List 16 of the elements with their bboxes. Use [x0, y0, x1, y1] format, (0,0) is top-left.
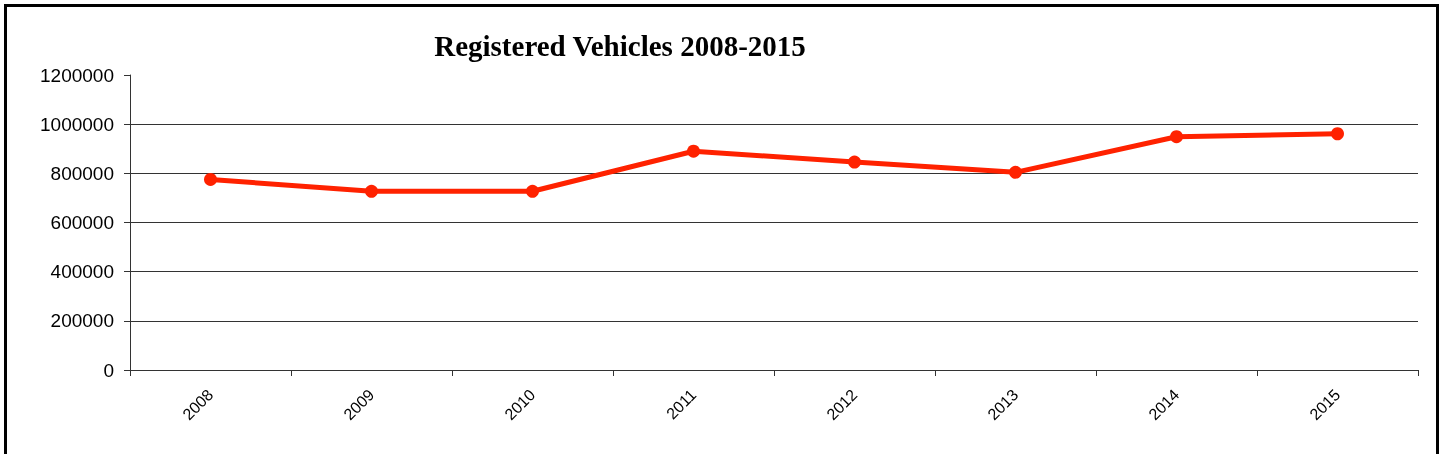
point	[204, 172, 217, 186]
point	[365, 184, 378, 198]
point	[526, 184, 539, 198]
y-tick-label: 1000000	[40, 113, 114, 135]
point	[1009, 165, 1022, 179]
y-tick-label: 0	[103, 359, 114, 381]
point	[1331, 127, 1344, 141]
point	[848, 155, 861, 169]
y-tick-label: 800000	[50, 162, 114, 184]
y-tick-label: 1200000	[40, 64, 114, 86]
y-tick-label: 200000	[50, 310, 114, 332]
y-tick-label: 600000	[50, 212, 114, 233]
point	[687, 144, 700, 158]
y-tick-label: 400000	[50, 261, 114, 283]
point	[1170, 130, 1183, 144]
chart-title: Registered Vehicles 2008-2015	[434, 29, 806, 62]
